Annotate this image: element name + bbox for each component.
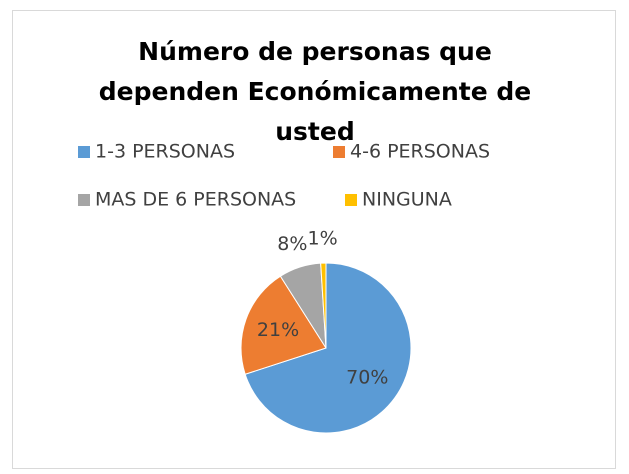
- data-label: 8%: [277, 233, 307, 255]
- legend-label: NINGUNA: [362, 189, 452, 211]
- legend-swatch: [78, 194, 90, 206]
- chart-title: Número de personas que dependen Económic…: [98, 37, 532, 146]
- legend-label: MAS DE 6 PERSONAS: [95, 189, 296, 211]
- pie-slice: [240, 275, 327, 375]
- data-label: 21%: [257, 319, 299, 341]
- legend-label: 4-6 PERSONAS: [350, 141, 490, 163]
- legend-swatch: [78, 146, 90, 158]
- data-label: 70%: [346, 366, 388, 388]
- legend-swatch: [333, 146, 345, 158]
- legend-swatch: [345, 194, 357, 206]
- legend-label: 1-3 PERSONAS: [95, 141, 235, 163]
- pie-slice: [320, 262, 327, 349]
- chart-frame: [12, 10, 616, 469]
- data-label: 1%: [307, 228, 337, 250]
- pie-slice: [244, 262, 412, 434]
